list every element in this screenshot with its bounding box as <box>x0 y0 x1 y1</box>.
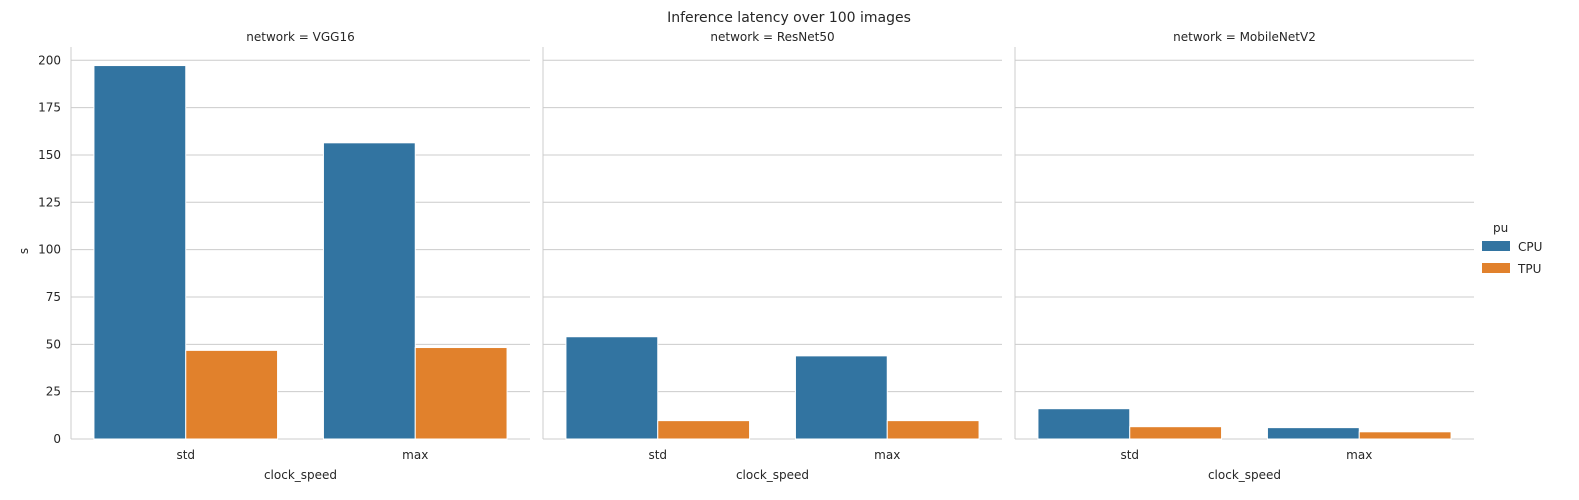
bar-tpu-max <box>414 347 508 440</box>
bar-cpu-max <box>794 355 888 440</box>
bar-cpu-max <box>1266 427 1360 440</box>
y-tick-label: 125 <box>38 195 61 209</box>
x-tick-label: max <box>1346 448 1372 462</box>
bar-cpu-max <box>322 142 416 440</box>
y-tick-label: 150 <box>38 148 61 162</box>
legend-items: CPU TPU <box>1482 240 1542 276</box>
x-axis-label: clock_speed <box>1208 468 1281 482</box>
y-tick-label: 100 <box>38 243 61 257</box>
y-tick-label: 0 <box>53 432 61 446</box>
y-tick-label: 25 <box>46 385 61 399</box>
facet-title: network = ResNet50 <box>710 30 834 44</box>
facet-title: network = MobileNetV2 <box>1173 30 1316 44</box>
legend-item-cpu: CPU <box>1482 240 1542 254</box>
bar-tpu-max <box>1358 431 1452 440</box>
bar-tpu-std <box>1129 426 1223 440</box>
facet-panel-1: network = VGG16 0 25 50 75 100 125 150 175 200 std… <box>38 30 530 482</box>
x-tick-label: std <box>1120 448 1139 462</box>
bar-cpu-std <box>1037 408 1131 440</box>
facet-title: network = VGG16 <box>246 30 355 44</box>
x-axis-label: clock_speed <box>264 468 337 482</box>
legend-swatch <box>1482 263 1510 273</box>
x-tick-label: std <box>648 448 667 462</box>
bar-cpu-std <box>93 65 187 440</box>
y-tick-label: 175 <box>38 101 61 115</box>
y-axis-label: s <box>17 248 31 254</box>
x-axis-label: clock_speed <box>736 468 809 482</box>
facet-panel-2: network = ResNet50 std max clock_speed <box>542 30 1002 482</box>
legend-label: TPU <box>1517 262 1541 276</box>
facet-panel-3: network = MobileNetV2 std max clock_speed <box>1014 30 1474 482</box>
bar-cpu-std <box>565 336 659 440</box>
x-tick-label: std <box>176 448 195 462</box>
bar-tpu-std <box>657 420 751 440</box>
bar-tpu-std <box>185 349 279 440</box>
legend-item-tpu: TPU <box>1482 262 1541 276</box>
facet-panels: network = VGG16 0 25 50 75 100 125 150 175 200 std… <box>38 30 1474 482</box>
x-tick-label: max <box>402 448 428 462</box>
y-tick-label: 75 <box>46 290 61 304</box>
legend-swatch <box>1482 241 1510 251</box>
legend-title: pu <box>1493 221 1508 235</box>
legend-label: CPU <box>1518 240 1542 254</box>
y-tick-label: 200 <box>38 53 61 67</box>
bar-tpu-max <box>886 420 980 440</box>
x-tick-label: max <box>874 448 900 462</box>
chart-title: Inference latency over 100 images <box>667 10 911 26</box>
legend: pu CPU TPU <box>1482 221 1542 276</box>
y-tick-label: 50 <box>46 337 61 351</box>
